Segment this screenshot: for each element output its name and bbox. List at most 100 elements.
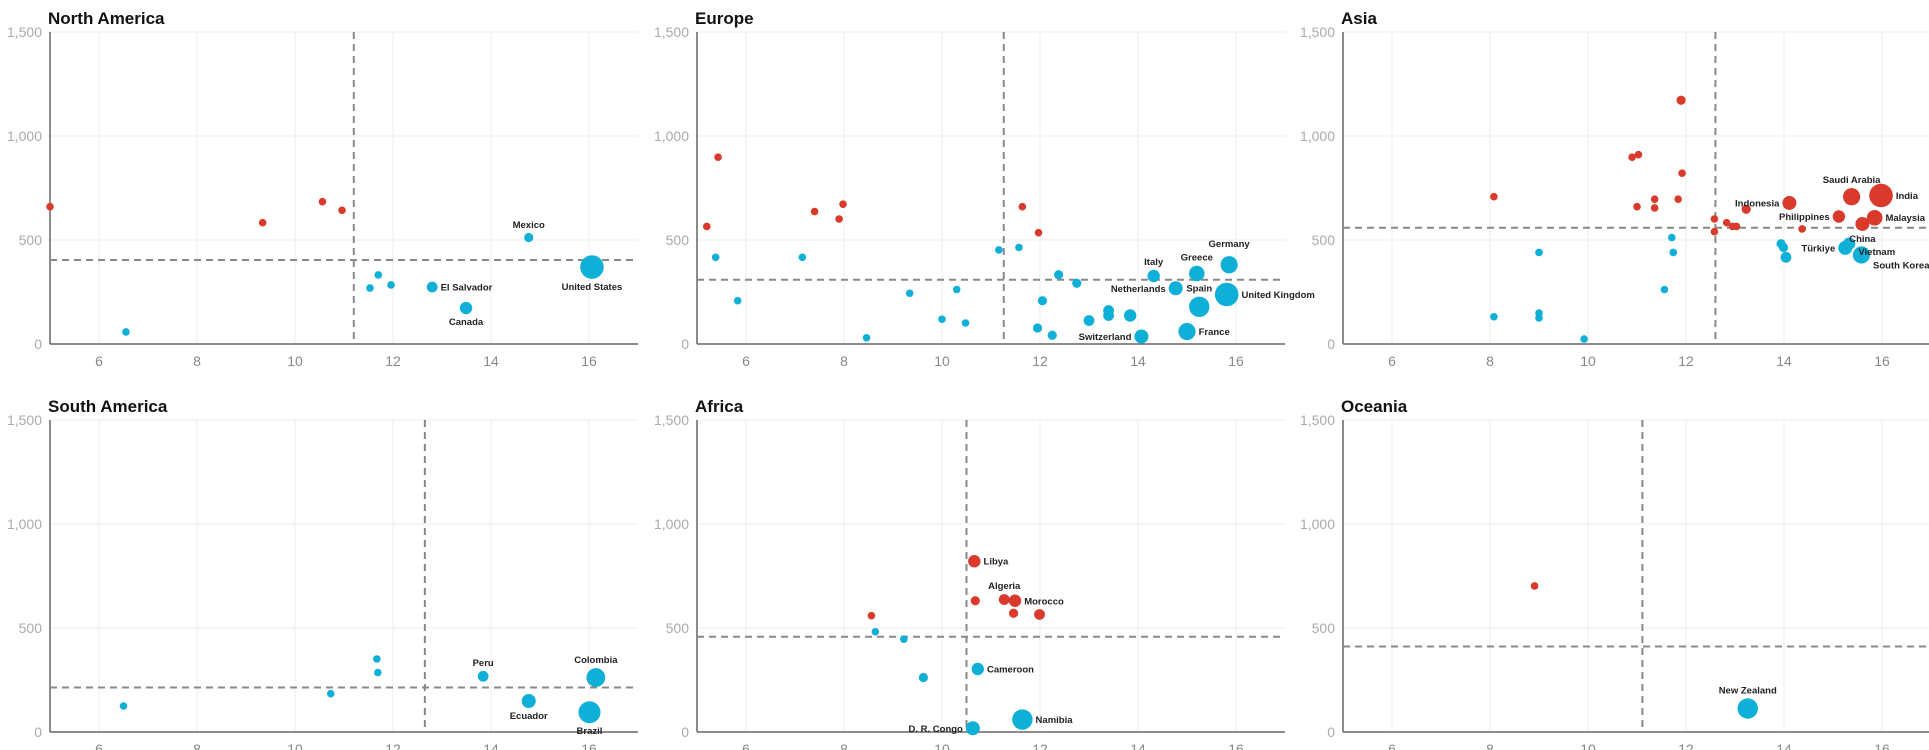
data-point bbox=[1678, 169, 1686, 178]
point-label: Morocco bbox=[1024, 596, 1064, 607]
data-point bbox=[1852, 246, 1871, 264]
x-tick-label: 6 bbox=[1388, 353, 1396, 369]
point-label: Italy bbox=[1144, 257, 1164, 268]
point-label: New Zealand bbox=[1719, 685, 1777, 696]
point-label: United Kingdom bbox=[1241, 290, 1314, 301]
data-point bbox=[1650, 195, 1659, 204]
x-tick-label: 10 bbox=[287, 741, 303, 750]
data-point bbox=[122, 328, 130, 336]
x-tick-label: 16 bbox=[1874, 741, 1890, 750]
data-point bbox=[871, 627, 880, 636]
data-point bbox=[1855, 216, 1870, 231]
data-point bbox=[835, 215, 843, 223]
y-tick-label: 1,500 bbox=[654, 24, 689, 40]
data-point bbox=[1072, 278, 1082, 288]
data-point bbox=[521, 694, 536, 709]
point-label: Cameroon bbox=[987, 664, 1034, 675]
data-point bbox=[867, 611, 876, 620]
point-label: D. R. Congo bbox=[909, 724, 964, 735]
x-tick-label: 8 bbox=[1486, 741, 1494, 750]
data-point bbox=[1535, 309, 1543, 317]
data-point bbox=[1741, 204, 1751, 214]
data-point bbox=[119, 702, 128, 710]
data-point bbox=[1710, 215, 1719, 223]
data-point bbox=[1628, 153, 1636, 162]
point-label: Indonesia bbox=[1735, 198, 1780, 209]
y-tick-label: 0 bbox=[1327, 724, 1335, 740]
x-tick-label: 12 bbox=[1032, 741, 1048, 750]
point-label: Libya bbox=[984, 557, 1010, 568]
data-point bbox=[578, 701, 601, 724]
y-tick-label: 0 bbox=[681, 336, 689, 352]
point-label: China bbox=[1849, 234, 1876, 245]
x-tick-label: 16 bbox=[1228, 353, 1244, 369]
data-point bbox=[905, 289, 914, 298]
panel-africa: Africa 0 500 1,000 1,500 6 8 10 12 14 16 Libya Alger… bbox=[654, 397, 1285, 750]
data-point bbox=[1123, 309, 1137, 322]
y-tick-label: 1,500 bbox=[7, 24, 42, 40]
panel-title: Asia bbox=[1341, 9, 1377, 28]
y-tick-label: 1,000 bbox=[7, 128, 42, 144]
x-tick-label: 16 bbox=[1228, 741, 1244, 750]
data-point bbox=[1650, 204, 1659, 212]
data-point bbox=[1843, 188, 1861, 206]
panel-oceania: Oceania 0 500 1,000 1,500 6 8 10 12 14 16 New Zeala… bbox=[1300, 397, 1929, 750]
data-point bbox=[1178, 322, 1196, 341]
y-tick-label: 1,500 bbox=[7, 412, 42, 428]
y-tick-label: 1,000 bbox=[654, 516, 689, 532]
data-point bbox=[1054, 270, 1064, 280]
data-point bbox=[862, 333, 871, 342]
x-tick-label: 8 bbox=[840, 741, 848, 750]
y-tick-label: 500 bbox=[19, 620, 43, 636]
x-tick-label: 10 bbox=[934, 353, 950, 369]
y-tick-label: 0 bbox=[1327, 336, 1335, 352]
data-point bbox=[326, 689, 335, 698]
x-tick-label: 6 bbox=[742, 353, 750, 369]
x-tick-label: 14 bbox=[1130, 741, 1146, 750]
data-point bbox=[714, 153, 722, 162]
x-tick-label: 16 bbox=[581, 353, 597, 369]
data-point bbox=[1034, 228, 1043, 237]
data-point bbox=[1780, 251, 1792, 263]
data-point bbox=[1737, 698, 1758, 719]
data-point bbox=[998, 594, 1010, 605]
panel-europe: Europe 0 500 1,000 1,500 6 8 10 12 14 16 Italy Nethe… bbox=[654, 9, 1315, 369]
y-tick-label: 500 bbox=[666, 232, 690, 248]
point-label: Brazil bbox=[577, 726, 603, 737]
panel-north-america: North America 0 500 1,000 1,500 6 8 10 12 14 16 El … bbox=[7, 9, 638, 369]
x-tick-label: 6 bbox=[742, 741, 750, 750]
x-tick-label: 12 bbox=[385, 741, 401, 750]
point-label: Ecuador bbox=[510, 711, 548, 722]
data-point bbox=[1580, 335, 1588, 343]
data-point bbox=[952, 285, 961, 294]
y-tick-label: 1,500 bbox=[654, 412, 689, 428]
point-label: Switzerland bbox=[1079, 332, 1132, 343]
point-label: South Korea bbox=[1873, 260, 1929, 271]
data-point bbox=[1147, 269, 1160, 283]
data-point bbox=[1008, 608, 1019, 618]
panel-asia: Asia 0 500 1,000 1,500 6 8 10 12 14 16 Indonesia Phi… bbox=[1300, 9, 1929, 369]
x-tick-label: 6 bbox=[95, 353, 103, 369]
y-tick-label: 500 bbox=[1312, 620, 1336, 636]
data-point bbox=[1134, 329, 1149, 344]
y-tick-label: 0 bbox=[34, 724, 42, 740]
data-point bbox=[1032, 323, 1043, 333]
data-point bbox=[810, 207, 819, 216]
point-label: Philippines bbox=[1779, 212, 1830, 223]
point-label: Germany bbox=[1209, 239, 1251, 250]
x-tick-label: 14 bbox=[1130, 353, 1146, 369]
data-point bbox=[1634, 150, 1643, 159]
data-point bbox=[338, 206, 346, 215]
y-tick-label: 500 bbox=[19, 232, 43, 248]
x-tick-label: 8 bbox=[193, 741, 201, 750]
point-label: Greece bbox=[1181, 253, 1213, 264]
y-tick-label: 1,500 bbox=[1300, 412, 1335, 428]
point-label: Vietnam bbox=[1858, 247, 1895, 258]
data-point bbox=[580, 255, 604, 279]
data-point bbox=[938, 315, 946, 324]
x-tick-label: 14 bbox=[1776, 741, 1792, 750]
data-point bbox=[1018, 202, 1027, 211]
y-tick-label: 1,500 bbox=[1300, 24, 1335, 40]
x-tick-label: 16 bbox=[1874, 353, 1890, 369]
data-point bbox=[1037, 296, 1048, 306]
